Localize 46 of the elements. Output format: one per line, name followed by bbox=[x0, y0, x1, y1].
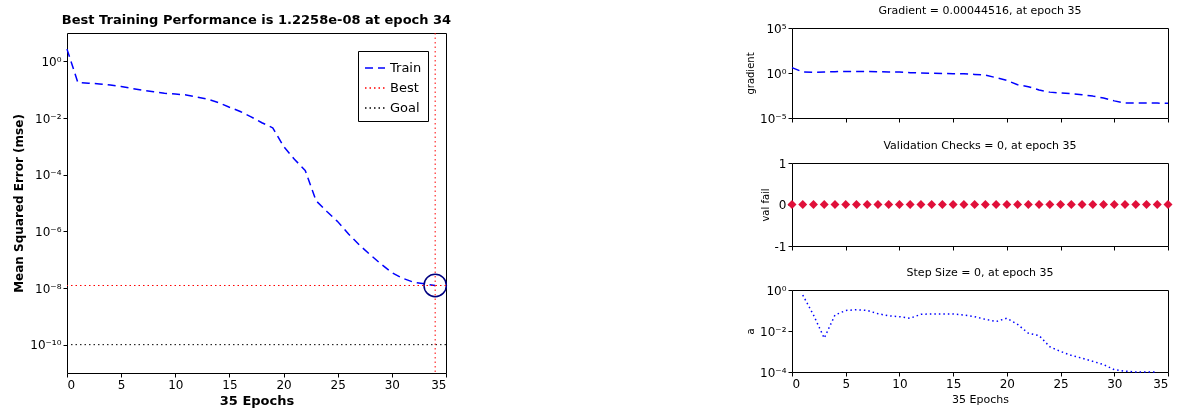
x-tick-label: 25 bbox=[1053, 376, 1069, 391]
chart-title: Validation Checks = 0, at epoch 35 bbox=[883, 139, 1077, 152]
y-tick-label: 0 bbox=[778, 198, 787, 212]
y-tick-label: 10⁻⁸ bbox=[35, 281, 62, 296]
y-tick-label: 10⁻⁵ bbox=[760, 111, 787, 126]
x-tick-label: 15 bbox=[222, 377, 238, 392]
chart-title: Step Size = 0, at epoch 35 bbox=[906, 266, 1054, 279]
y-tick-label: 1 bbox=[778, 156, 787, 171]
y-tick-label: 10⁻⁶ bbox=[35, 224, 62, 239]
x-tick-label: 20 bbox=[999, 376, 1015, 391]
x-tick-label: 0 bbox=[792, 376, 801, 391]
legend-label: Goal bbox=[390, 100, 420, 115]
y-axis-title: gradient bbox=[745, 52, 757, 95]
x-tick-label: 5 bbox=[842, 376, 851, 391]
y-axis-title: val fail bbox=[759, 188, 771, 222]
y-tick-label: 10⁻⁴ bbox=[35, 168, 62, 183]
x-tick-label: 10 bbox=[892, 376, 908, 391]
x-tick-label: 25 bbox=[330, 377, 346, 392]
legend-label: Best bbox=[390, 80, 419, 95]
chart-title: Best Training Performance is 1.2258e-08 at epoch 34 bbox=[61, 11, 452, 27]
line-series bbox=[66, 48, 436, 287]
y-tick-label: -1 bbox=[774, 239, 787, 254]
x-tick-label: 10 bbox=[168, 377, 184, 392]
y-tick-label: 10⁻² bbox=[35, 111, 62, 126]
line-series bbox=[791, 66, 1169, 104]
x-tick-label: 30 bbox=[1107, 376, 1123, 391]
y-tick-label: 10⁵ bbox=[766, 21, 787, 36]
legend-label: Train bbox=[389, 60, 422, 75]
y-tick-label: 10⁰ bbox=[766, 66, 787, 81]
x-tick-label: 5 bbox=[117, 377, 126, 392]
x-tick-label: 35 bbox=[431, 377, 447, 392]
x-axis-title: 35 Epochs bbox=[952, 392, 1010, 406]
y-axis-title: a bbox=[745, 328, 757, 335]
y-tick-label: 10⁰ bbox=[766, 283, 787, 298]
x-tick-label: 15 bbox=[946, 376, 962, 391]
y-tick-label: 10⁰ bbox=[41, 54, 62, 69]
x-tick-label: 20 bbox=[276, 377, 292, 392]
y-tick-label: 10⁻² bbox=[760, 324, 787, 339]
x-tick-label: 0 bbox=[67, 377, 76, 392]
y-tick-label: 10⁻¹⁰ bbox=[30, 338, 62, 353]
y-axis-title: Mean Squared Error (mse) bbox=[12, 114, 27, 293]
x-axis-title: 35 Epochs bbox=[219, 392, 295, 408]
chart-title: Gradient = 0.00044516, at epoch 35 bbox=[878, 4, 1082, 17]
x-tick-label: 35 bbox=[1153, 376, 1169, 391]
y-tick-label: 10⁻⁴ bbox=[760, 365, 787, 380]
x-tick-label: 30 bbox=[384, 377, 400, 392]
